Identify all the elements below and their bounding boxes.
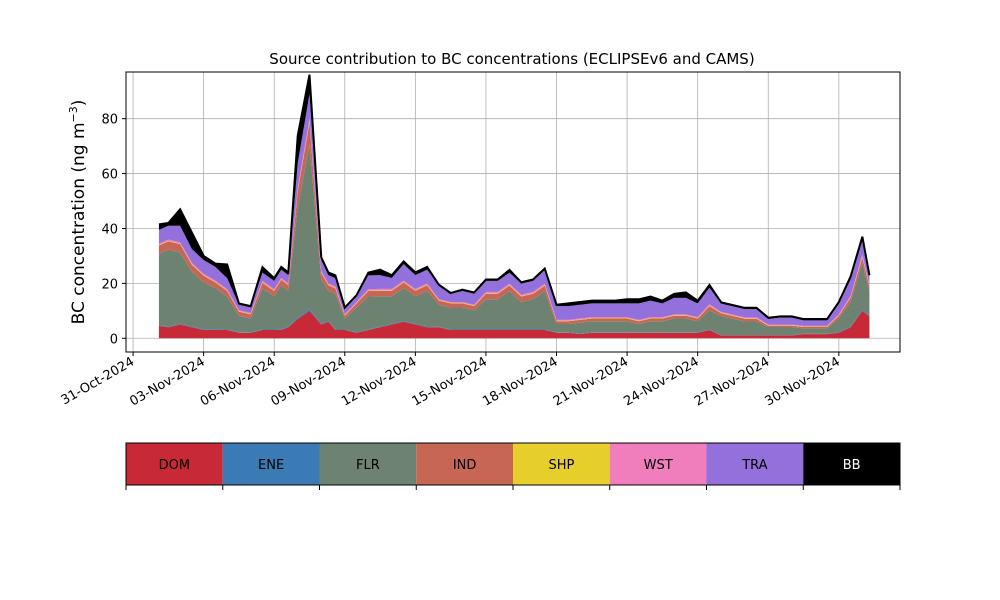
legend-swatch-ind — [416, 443, 513, 485]
chart-title: Source contribution to BC concentrations… — [269, 50, 754, 68]
legend-label-wst: WST — [644, 458, 673, 473]
legend-label-dom: DOM — [159, 458, 190, 473]
x-tick-label: 27-Nov-2024 — [692, 354, 772, 409]
x-tick-label: 21-Nov-2024 — [551, 354, 631, 409]
legend-label-shp: SHP — [548, 458, 574, 473]
legend-swatch-tra — [706, 443, 804, 485]
plot-frame — [125, 71, 901, 353]
legend-label-flr: FLR — [356, 458, 380, 473]
y-tick-label: 80 — [101, 113, 118, 128]
x-tick-label: 30-Nov-2024 — [763, 354, 843, 409]
y-axis-label: BC concentration (ng m−3) — [67, 100, 89, 325]
total-line — [158, 74, 871, 321]
legend-swatch-wst — [609, 443, 707, 485]
legend-colorbar: DOM ENE FLR IND SHP WST TRA BB — [125, 442, 901, 490]
y-tick-label: 40 — [101, 222, 118, 237]
stacked-areas — [158, 74, 870, 339]
legend-swatch-bb — [803, 443, 900, 485]
x-tick-label: 12-Nov-2024 — [339, 354, 419, 409]
legend-swatch-shp — [513, 443, 610, 485]
y-axis-ticks: 0 20 40 60 80 — [101, 113, 126, 347]
legend-swatch-dom — [126, 443, 223, 485]
area-flr — [158, 144, 870, 336]
y-tick-label: 20 — [101, 277, 118, 292]
x-tick-label: 31-Oct-2024 — [59, 354, 137, 408]
area-dom — [158, 310, 870, 339]
x-axis-ticks: 31-Oct-202403-Nov-202406-Nov-202409-Nov-… — [59, 352, 843, 409]
legend-label-tra: TRA — [741, 458, 767, 473]
legend-swatch-ene — [222, 443, 320, 485]
x-tick-label: 15-Nov-2024 — [410, 354, 490, 409]
x-tick-label: 24-Nov-2024 — [621, 354, 701, 409]
legend-label-ind: IND — [453, 458, 477, 473]
legend-label-ene: ENE — [258, 458, 284, 473]
legend-swatch-flr — [319, 443, 417, 485]
y-tick-label: 0 — [110, 332, 118, 347]
x-tick-label: 03-Nov-2024 — [127, 354, 207, 409]
x-tick-label: 06-Nov-2024 — [198, 354, 278, 409]
legend-label-bb: BB — [843, 458, 861, 473]
x-tick-label: 09-Nov-2024 — [269, 354, 349, 409]
y-tick-label: 60 — [101, 168, 118, 183]
total-outline — [158, 74, 871, 321]
area-tra — [158, 93, 870, 326]
x-tick-label: 18-Nov-2024 — [480, 354, 560, 409]
